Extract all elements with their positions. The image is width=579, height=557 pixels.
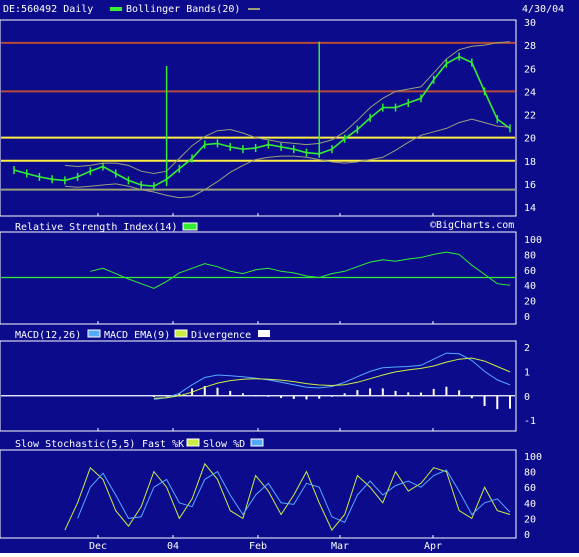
macd-ema-legend-swatch <box>174 329 188 338</box>
x-tick-label: 04 <box>167 541 179 552</box>
divergence-bar <box>394 390 397 396</box>
rsi-legend-swatch <box>182 222 198 231</box>
y-tick-label: 0 <box>524 312 530 323</box>
divergence-bar <box>292 395 295 399</box>
macd-legend-swatch <box>87 329 101 338</box>
x-tick-label: Feb <box>249 541 267 552</box>
y-tick-label: 60 <box>524 266 536 277</box>
divergence-bar <box>318 395 321 399</box>
y-tick-label: -1 <box>524 416 536 427</box>
series-line-rsi <box>90 251 511 289</box>
divergence-bar <box>509 395 511 409</box>
y-tick-label: 60 <box>524 483 536 494</box>
y-tick-label: 14 <box>524 203 536 214</box>
stochastic-title: Slow Stochastic(5,5) <box>15 439 135 450</box>
divergence-bar <box>152 395 155 397</box>
y-tick-label: 40 <box>524 281 536 292</box>
divergence-bar <box>229 390 232 396</box>
y-tick-label: 28 <box>524 41 536 52</box>
divergence-bar <box>343 393 346 396</box>
y-tick-label: 16 <box>524 180 536 191</box>
y-tick-label: 22 <box>524 111 536 122</box>
series-line-price <box>13 55 511 188</box>
y-tick-label: 0 <box>524 530 530 541</box>
divergence-bar <box>432 388 435 396</box>
price-panel: 30 28 26 24 22 20 18 16 14 DE:560492 Daily Bolli… <box>0 4 564 231</box>
divergence-bar <box>445 386 448 396</box>
y-tick-label: 80 <box>524 468 536 479</box>
fast-k-legend-label: Fast %K <box>142 439 184 450</box>
x-tick-label: Apr <box>424 541 442 552</box>
x-tick-label: Dec <box>89 541 107 552</box>
header-indicator: Bollinger Bands(20) <box>126 4 240 15</box>
y-tick-label: 0 <box>524 392 530 403</box>
divergence-bar <box>470 395 473 399</box>
y-tick-label: 80 <box>524 250 536 261</box>
divergence-bar <box>178 393 181 396</box>
divergence-bar <box>419 392 422 396</box>
bollinger-legend-swatch <box>110 7 122 11</box>
divergence-bar <box>216 387 219 396</box>
header-symbol: DE:560492 Daily <box>3 4 93 15</box>
watermark: ©BigCharts.com <box>430 220 514 231</box>
series-line-macd-ema-9 <box>153 357 511 399</box>
y-tick-label: 20 <box>524 134 536 145</box>
macd-title: MACD(12,26) <box>15 330 81 341</box>
divergence-bar <box>483 395 486 406</box>
divergence-bar <box>356 390 359 396</box>
divergence-bar <box>305 395 308 400</box>
series-line-macd <box>153 352 511 400</box>
fast-k-legend-swatch <box>186 438 200 447</box>
series-line-slow-d <box>77 469 511 523</box>
y-tick-label: 100 <box>524 452 542 463</box>
y-tick-label: 26 <box>524 64 536 75</box>
rsi-title: Relative Strength Index(14) <box>15 222 178 233</box>
macd-ema-legend-label: MACD EMA(9) <box>104 330 170 341</box>
divergence-bar <box>496 395 499 410</box>
y-tick-label: 100 <box>524 235 542 246</box>
divergence-bar <box>458 390 461 396</box>
divergence-bar <box>381 388 384 396</box>
y-tick-label: 1 <box>524 367 530 378</box>
y-tick-label: 30 <box>524 18 536 29</box>
bollinger-band-swatch <box>248 8 260 10</box>
y-tick-label: 18 <box>524 157 536 168</box>
series-line-lower-band <box>64 118 511 199</box>
divergence-legend-swatch <box>258 330 270 337</box>
series-line-upper-band <box>64 41 511 175</box>
series-line-fast-k <box>64 462 511 532</box>
x-tick-label: Mar <box>331 541 349 552</box>
x-axis: Dec 04 Feb Mar Apr <box>89 213 442 552</box>
divergence-bar <box>241 393 244 396</box>
y-tick-label: 24 <box>524 87 536 98</box>
header-date: 4/30/04 <box>522 4 564 15</box>
y-tick-label: 40 <box>524 499 536 510</box>
slow-d-legend-swatch <box>250 438 264 447</box>
divergence-bar <box>203 386 206 396</box>
y-tick-label: 2 <box>524 343 530 354</box>
divergence-bar <box>407 392 410 396</box>
divergence-legend-label: Divergence <box>191 330 251 341</box>
slow-d-legend-label: Slow %D <box>203 439 245 450</box>
y-tick-label: 20 <box>524 514 536 525</box>
y-tick-label: 20 <box>524 297 536 308</box>
divergence-bar <box>280 395 283 398</box>
divergence-bar <box>369 388 372 396</box>
